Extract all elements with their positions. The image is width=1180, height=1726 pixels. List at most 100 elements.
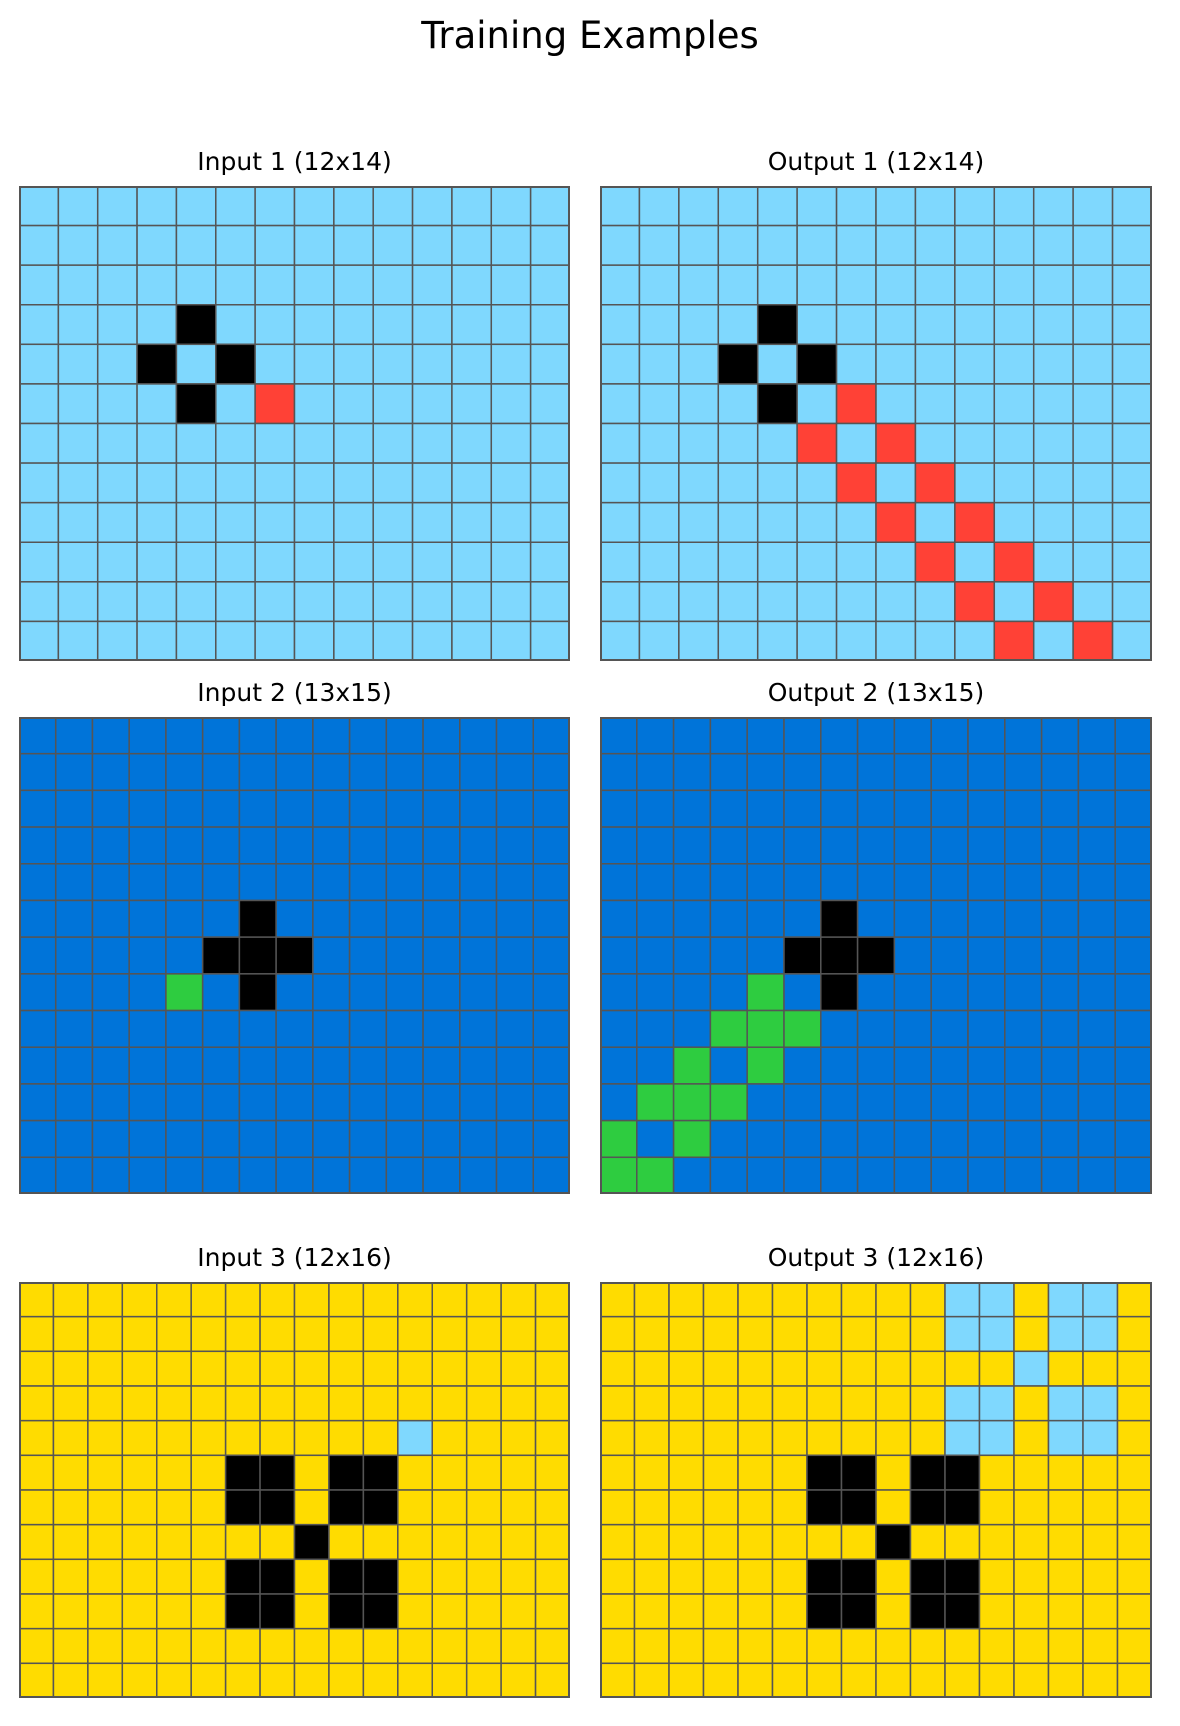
cell-yellow: [702, 1558, 739, 1595]
cell-light-blue: [600, 304, 641, 346]
cell-black: [806, 1593, 843, 1630]
cell-blue: [54, 1046, 94, 1085]
cell-light-blue: [954, 264, 996, 306]
cell-yellow: [190, 1523, 227, 1561]
cell-light-blue: [529, 620, 570, 661]
cell-light-blue: [96, 581, 138, 623]
cell-blue: [165, 899, 204, 938]
cell-yellow: [259, 1282, 296, 1318]
cell-yellow: [362, 1523, 399, 1561]
cell-yellow: [771, 1385, 808, 1422]
cell-blue: [312, 752, 351, 792]
cell-yellow: [702, 1419, 739, 1457]
cell-yellow: [840, 1627, 877, 1665]
cell-black: [224, 1489, 261, 1526]
cell-blue: [348, 826, 388, 865]
cell-yellow: [1013, 1282, 1050, 1318]
cell-yellow: [121, 1489, 158, 1526]
cell-blue: [672, 826, 712, 865]
cell-yellow: [1013, 1593, 1050, 1630]
cell-yellow: [909, 1350, 946, 1387]
cell-blue: [54, 789, 94, 828]
cell-blue: [495, 973, 535, 1012]
cell-blue: [459, 717, 498, 755]
cell-light-blue: [529, 462, 570, 504]
cell-light-blue: [678, 304, 720, 346]
cell-light-blue: [19, 581, 60, 623]
cell-yellow: [500, 1558, 537, 1595]
cell-yellow: [431, 1489, 468, 1526]
cell-light-blue: [490, 186, 532, 227]
cell-light-blue: [835, 541, 877, 583]
cell-blue: [636, 1119, 675, 1159]
cell-light-blue: [19, 224, 60, 266]
cell-yellow: [702, 1662, 739, 1698]
cell-light-blue: [451, 501, 493, 544]
cell-yellow: [500, 1419, 537, 1457]
cell-light-blue: [914, 343, 956, 385]
cell-light-blue: [993, 422, 1035, 464]
cell-blue: [422, 789, 461, 828]
cell-yellow: [465, 1489, 502, 1526]
cell-light-blue: [1072, 383, 1114, 425]
cell-blue: [91, 1083, 130, 1122]
cell-blue: [348, 863, 388, 902]
cell-yellow: [737, 1385, 774, 1422]
cell-blue: [128, 1009, 167, 1048]
cell-light-blue: [19, 343, 60, 385]
cell-black: [224, 1558, 261, 1595]
cell-light-blue: [175, 620, 217, 661]
cell-blue: [600, 899, 638, 938]
cell-black: [238, 936, 277, 975]
cell-green: [672, 1119, 712, 1159]
cell-light-blue: [1032, 186, 1074, 227]
cell-light-blue: [333, 383, 374, 425]
cell-yellow: [875, 1315, 912, 1353]
cell-yellow: [668, 1350, 705, 1387]
cell-light-blue: [451, 224, 493, 266]
cell-red: [254, 383, 296, 425]
cell-blue: [746, 1156, 785, 1194]
cell-blue: [91, 973, 130, 1012]
cell-blue: [1004, 863, 1043, 902]
cell-light-blue: [1047, 1282, 1084, 1318]
cell-blue: [459, 936, 498, 975]
cell-light-blue: [1013, 1350, 1050, 1387]
cell-blue: [201, 973, 241, 1012]
cell-blue: [893, 1119, 932, 1159]
cell-yellow: [87, 1489, 124, 1526]
cell-yellow: [328, 1627, 365, 1665]
cell-yellow: [19, 1593, 55, 1630]
cell-light-blue: [451, 186, 493, 227]
cell-light-blue: [254, 186, 296, 227]
cell-blue: [459, 1083, 498, 1122]
cell-yellow: [431, 1282, 468, 1318]
cell-light-blue: [914, 264, 956, 306]
cell-yellow: [465, 1385, 502, 1422]
cell-black: [796, 343, 838, 385]
cell-blue: [672, 973, 712, 1012]
cell-red: [914, 541, 956, 583]
cell-blue: [709, 1119, 748, 1159]
cell-light-blue: [19, 620, 60, 661]
cell-yellow: [121, 1662, 158, 1698]
cell-yellow: [771, 1419, 808, 1457]
cell-black: [944, 1489, 981, 1526]
cell-blue: [930, 936, 969, 975]
cell-yellow: [293, 1662, 330, 1698]
cell-light-blue: [96, 462, 138, 504]
cell-light-blue: [215, 620, 256, 661]
cell-light-blue: [835, 501, 877, 544]
cell-yellow: [19, 1385, 55, 1422]
cell-yellow: [190, 1385, 227, 1422]
cell-black: [840, 1489, 877, 1526]
grid-input-1: [19, 186, 570, 661]
cell-blue: [532, 717, 570, 755]
cell-light-blue: [372, 186, 414, 227]
cell-light-blue: [372, 264, 414, 306]
cell-blue: [967, 1156, 1006, 1194]
cell-yellow: [534, 1662, 570, 1698]
cell-blue: [165, 1046, 204, 1085]
cell-yellow: [1047, 1489, 1084, 1526]
cell-yellow: [19, 1454, 55, 1491]
